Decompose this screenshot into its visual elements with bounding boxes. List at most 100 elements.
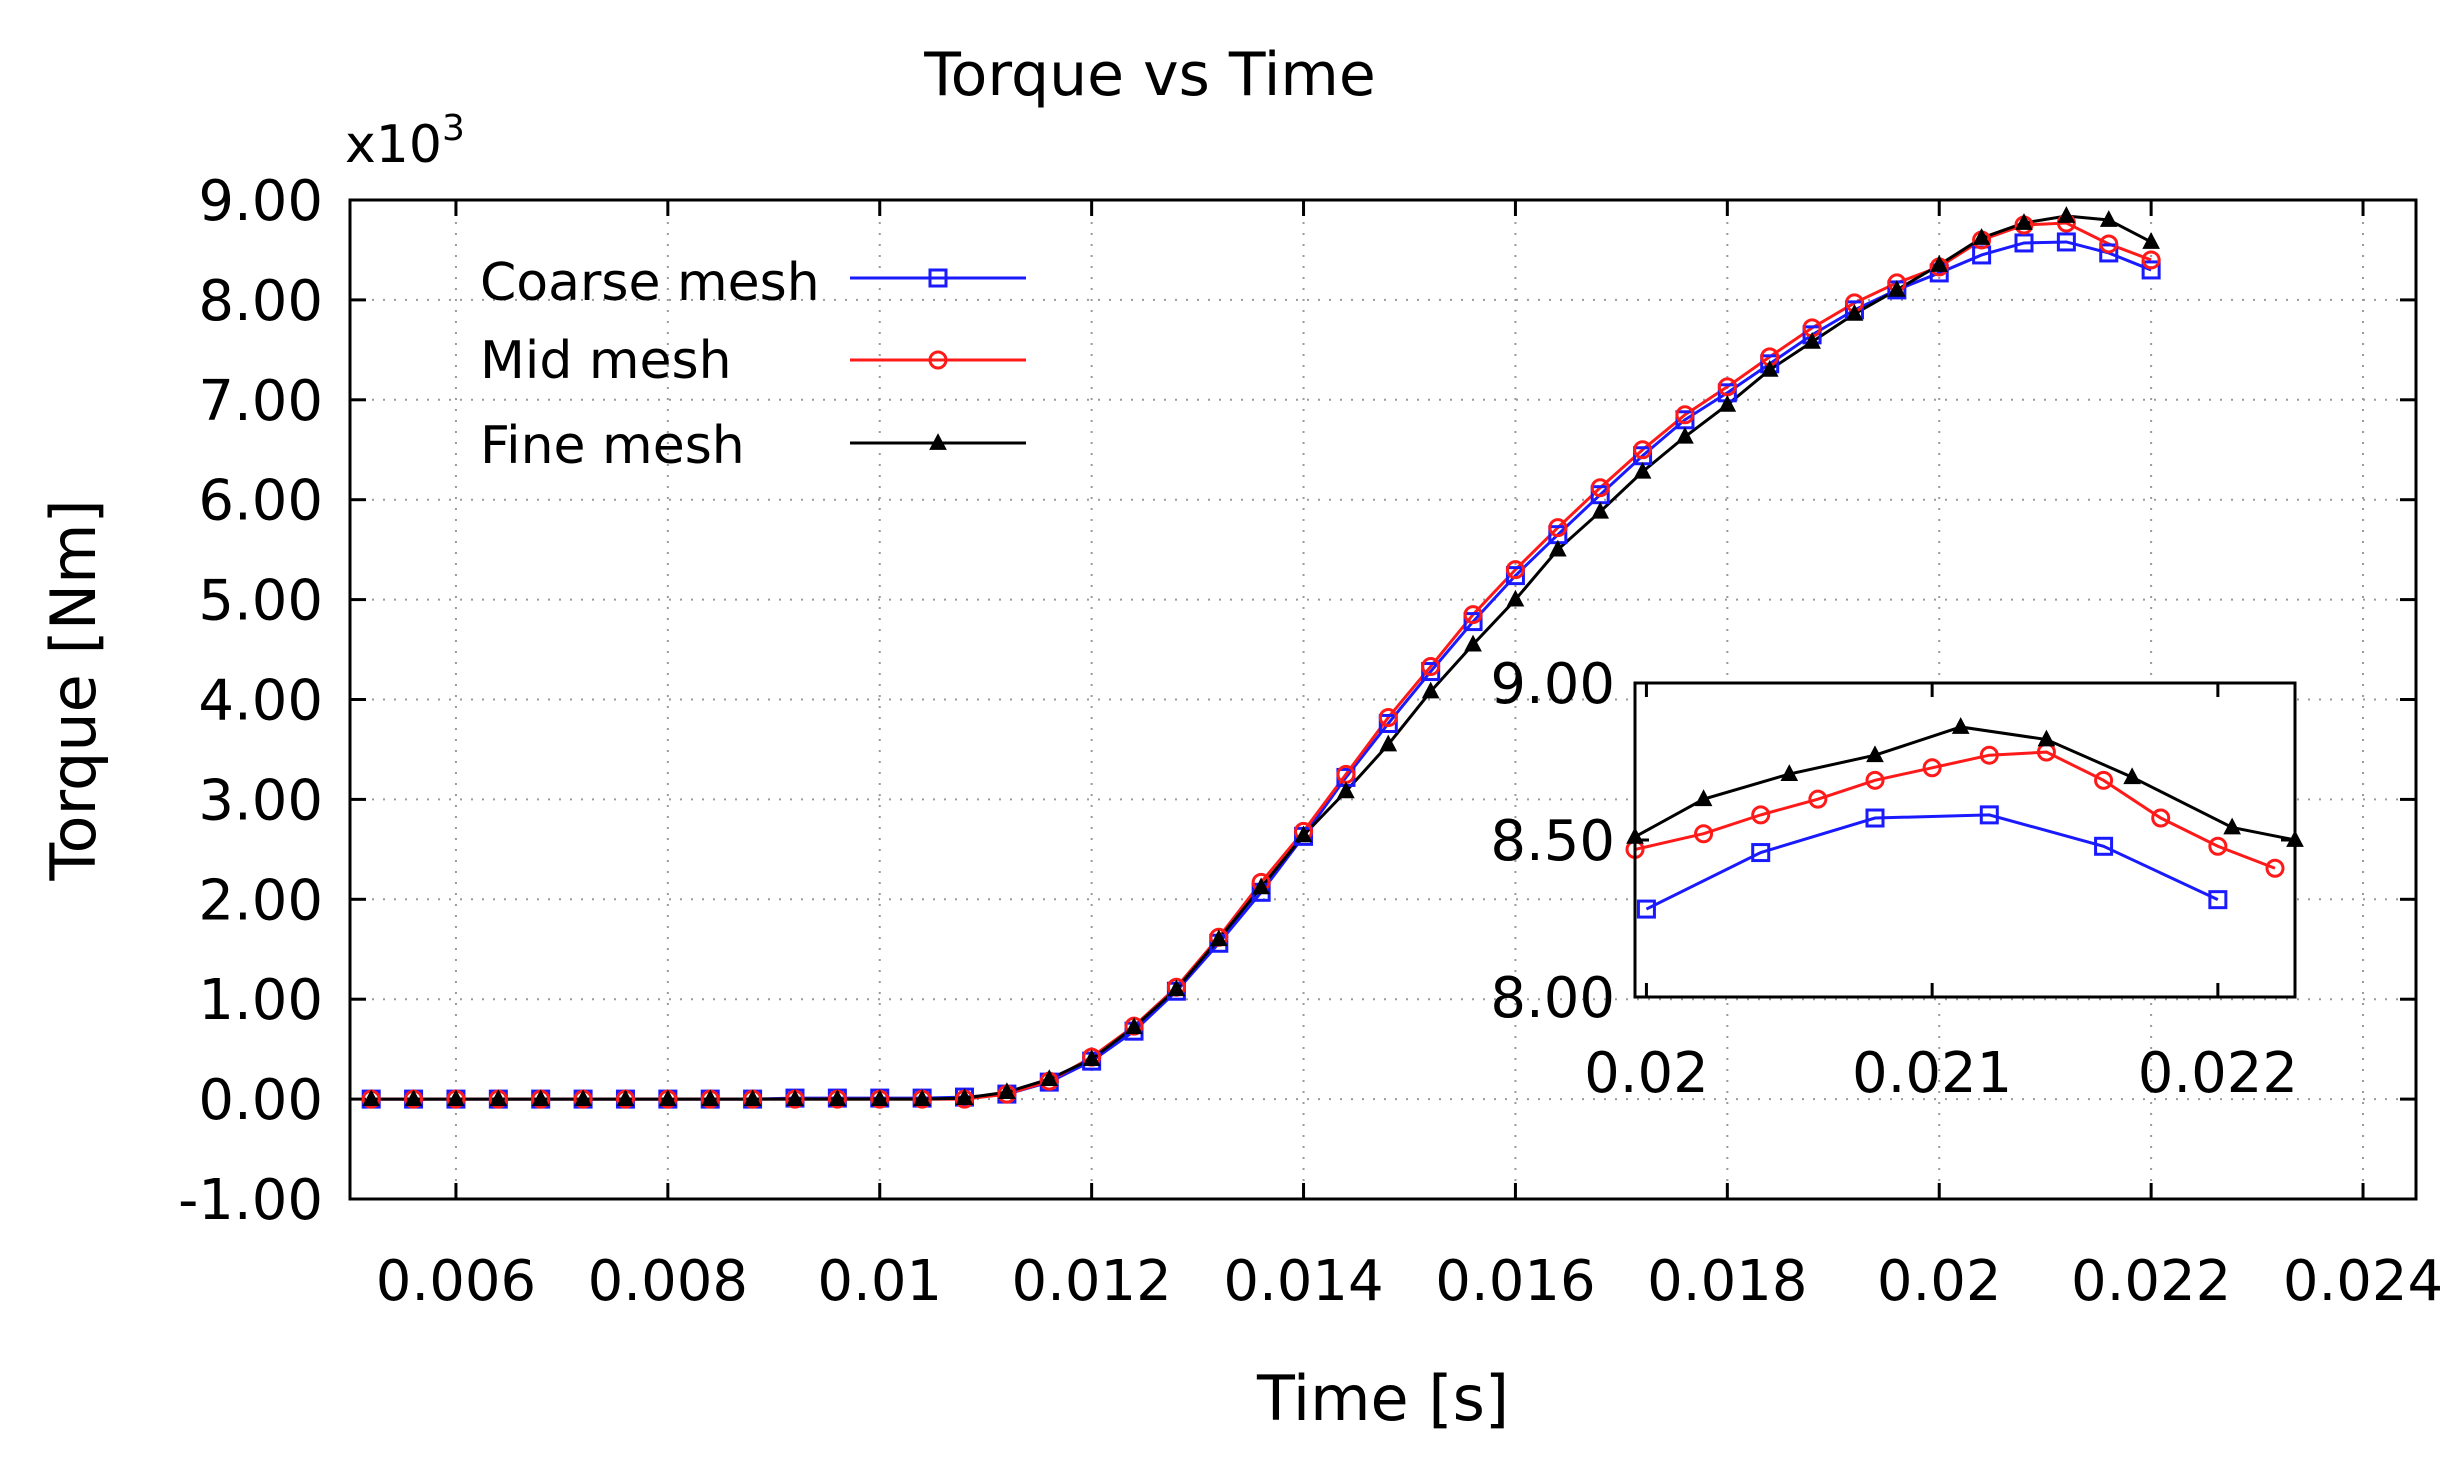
- x-tick-label: 0.01: [817, 1249, 942, 1314]
- legend-samples: [850, 268, 1026, 450]
- inset-ticks: 0.02 0.021 0.022 8.00 8.50 9.00: [1490, 652, 2298, 1106]
- legend-sample-marker: [928, 268, 948, 288]
- x-axis-label: Time [s]: [1256, 1362, 1509, 1435]
- data-point-circle: [1421, 657, 1441, 677]
- x-tick-label: 0.022: [2071, 1249, 2231, 1314]
- data-point-triangle: [870, 1089, 889, 1106]
- data-point-triangle: [1421, 681, 1440, 699]
- legend-sample-marker: [929, 433, 947, 450]
- data-point-square: [1378, 713, 1398, 733]
- inset-series-line-circle: [1634, 750, 2276, 870]
- inset-data-point-triangle: [1866, 745, 1884, 763]
- data-point-triangle: [1337, 781, 1355, 799]
- y-tick-label: 5.00: [198, 569, 323, 634]
- data-point-triangle: [1294, 825, 1313, 843]
- legend-sample-marker: [928, 350, 948, 370]
- inset-data-point-circle: [1808, 789, 1828, 809]
- inset-data-point-triangle: [1694, 789, 1713, 807]
- inset-data-point-triangle: [2037, 729, 2056, 747]
- data-point-square: [2099, 243, 2119, 263]
- data-point-triangle: [1040, 1069, 1059, 1087]
- data-point-triangle: [1718, 394, 1737, 412]
- y-tick-label: 0.00: [198, 1068, 323, 1133]
- data-point-square: [2056, 232, 2076, 252]
- data-point-triangle: [2142, 232, 2160, 249]
- data-point-triangle: [1591, 501, 1610, 519]
- inset-x-tick-label: 0.022: [2138, 1041, 2298, 1106]
- data-point-triangle: [2099, 210, 2118, 227]
- inset-data-point-square: [2094, 836, 2114, 856]
- y-tick-label: 4.00: [198, 669, 323, 734]
- y-tick-label: 1.00: [198, 968, 323, 1033]
- inset-data-point-triangle: [2123, 767, 2141, 785]
- data-point-triangle: [659, 1089, 677, 1106]
- data-point-triangle: [1167, 979, 1186, 997]
- data-point-triangle: [1252, 877, 1270, 895]
- data-point-circle: [1717, 377, 1737, 397]
- data-point-triangle: [913, 1089, 931, 1106]
- data-point-triangle: [616, 1089, 635, 1106]
- inset-data-point-triangle: [1951, 717, 1970, 734]
- inset-data-point-circle: [2265, 858, 2285, 878]
- data-point-circle: [1378, 707, 1398, 727]
- data-point-triangle: [1209, 929, 1228, 947]
- inset-data-point-circle: [2208, 836, 2228, 856]
- main-grid: [350, 200, 2416, 1199]
- inset-data-point-circle: [2094, 770, 2114, 790]
- data-point-triangle: [1803, 331, 1821, 349]
- data-point-triangle: [1633, 461, 1652, 479]
- x-tick-label: 0.02: [1877, 1249, 2002, 1314]
- plot-frame: [348, 198, 2418, 1201]
- data-point-square: [2014, 233, 2034, 253]
- inset-data-point-circle: [1751, 805, 1771, 825]
- data-point-triangle: [1082, 1049, 1101, 1067]
- data-point-circle: [1590, 478, 1610, 498]
- legend-label-mid: Mid mesh: [480, 331, 732, 391]
- data-point-triangle: [998, 1082, 1016, 1100]
- inset-data-point-circle: [1922, 758, 1942, 778]
- inset-y-tick-label: 8.00: [1490, 966, 1615, 1031]
- main-ticks: 0.006 0.008 0.01 0.012 0.014 0.016 0.018 0.02 0.…: [178, 169, 2443, 1314]
- data-point-triangle: [1888, 280, 1906, 297]
- inset-y-tick-label: 9.00: [1490, 652, 1615, 717]
- data-point-triangle: [1548, 539, 1567, 557]
- y-axis-label: Torque [Nm]: [37, 499, 110, 881]
- data-point-circle: [1633, 440, 1653, 460]
- y-tick-label: 2.00: [198, 868, 323, 933]
- data-point-triangle: [1464, 634, 1482, 652]
- y-tick-label: 8.00: [198, 269, 323, 334]
- data-point-circle: [1548, 518, 1568, 538]
- data-point-triangle: [1845, 304, 1864, 321]
- data-point-triangle: [574, 1089, 592, 1106]
- y-tick-label: 3.00: [198, 768, 323, 833]
- data-point-circle: [1675, 405, 1695, 425]
- y-tick-label: 7.00: [198, 369, 323, 434]
- y-multiplier-base: x10: [345, 115, 442, 175]
- data-point-triangle: [531, 1089, 550, 1106]
- data-point-triangle: [1676, 426, 1694, 444]
- inset-x-tick-label: 0.021: [1852, 1041, 2012, 1106]
- legend: Coarse mesh Mid mesh Fine mesh: [480, 253, 1026, 476]
- data-point-triangle: [489, 1089, 508, 1106]
- data-point-triangle: [828, 1089, 847, 1106]
- data-point-triangle: [2015, 213, 2033, 230]
- data-point-triangle: [404, 1089, 423, 1106]
- data-point-triangle: [1125, 1017, 1143, 1035]
- data-point-triangle: [786, 1089, 804, 1106]
- inset-data-point-square: [1636, 899, 1656, 919]
- inset-data-point-circle: [1865, 770, 1885, 790]
- x-tick-label: 0.008: [588, 1249, 748, 1314]
- y-tick-label: -1.00: [178, 1168, 323, 1233]
- data-point-triangle: [1506, 589, 1525, 607]
- chart-title: Torque vs Time: [923, 40, 1376, 110]
- data-point-circle: [2099, 234, 2119, 254]
- inset-series-line-square: [1645, 813, 2219, 911]
- data-point-square: [2141, 260, 2161, 280]
- inset-data-point-square: [2208, 890, 2228, 910]
- inset-data-point-circle: [2151, 808, 2171, 828]
- inset-data-point-circle: [1694, 824, 1714, 844]
- x-tick-label: 0.006: [376, 1249, 536, 1314]
- data-point-triangle: [1379, 734, 1398, 752]
- y-tick-label: 9.00: [198, 169, 323, 234]
- legend-label-coarse: Coarse mesh: [480, 253, 820, 313]
